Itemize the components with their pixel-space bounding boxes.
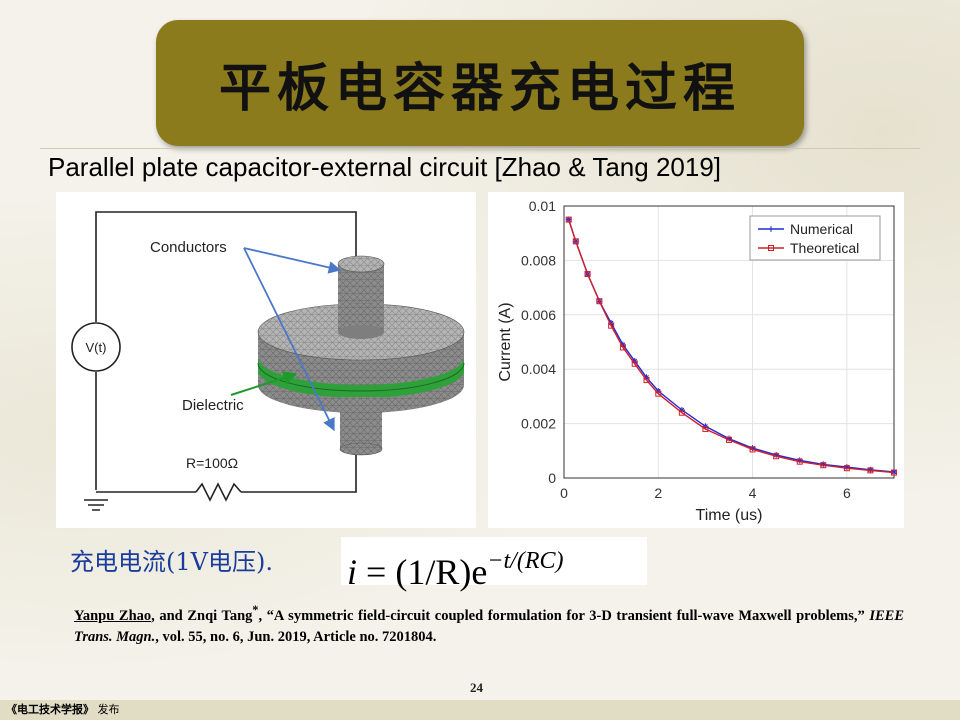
data-point-theoretical — [572, 238, 579, 245]
slide-title: 平板电容器充电过程 — [218, 57, 741, 119]
capacitor-diagram: V(t) R=100Ω Conductors — [71, 211, 465, 511]
data-point-theoretical — [631, 360, 638, 367]
y-tick-label: 0.006 — [521, 307, 556, 323]
footer-bar — [0, 700, 960, 720]
conductors-arrow-bottom — [243, 247, 335, 432]
y-tick-label: 0.008 — [521, 252, 556, 268]
series-line-theoretical — [568, 219, 895, 474]
x-tick-label: 0 — [560, 485, 568, 501]
data-point-theoretical — [726, 436, 732, 443]
y-axis-label: Current (A) — [497, 302, 514, 381]
data-point-theoretical — [867, 467, 874, 474]
reference-title: , “A symmetric field-circuit coupled for… — [258, 607, 865, 624]
reference-star: * — [252, 603, 259, 617]
data-point-numerical — [796, 457, 803, 464]
capacitor-diagram-panel: V(t) R=100Ω Conductors — [56, 192, 476, 528]
reference-citation: Yanpu Zhao, and Znqi Tang*, “A symmetric… — [74, 600, 904, 648]
page-number: 24 — [470, 680, 483, 695]
circuit-wires — [84, 211, 357, 511]
reference-author: Yanpu Zhao — [74, 607, 152, 624]
resistor — [195, 482, 242, 502]
x-tick-label: 2 — [654, 485, 662, 501]
upper-plate — [257, 303, 465, 385]
y-tick-label: 0 — [548, 470, 556, 486]
conductors-arrow-top — [243, 247, 342, 274]
dielectric-label: Dielectric — [182, 397, 244, 414]
dielectric-arrow — [230, 371, 298, 396]
footer-journal: 《电工技术学报》 — [6, 703, 94, 716]
y-tick-labels: 0 0.002 0.004 0.006 0.008 0.01 — [521, 198, 556, 486]
legend-label: Theoretical — [790, 240, 859, 256]
data-point-theoretical — [596, 298, 603, 305]
current-chart-panel: 0 0.002 0.004 0.006 0.008 0.01 0 2 4 6 Current (… — [488, 192, 904, 528]
current-formula: i = (1/R)e−t/(RC) — [341, 537, 647, 592]
voltage-source-label: V(t) — [86, 340, 107, 355]
data-point-theoretical — [843, 465, 850, 472]
data-point-theoretical — [891, 469, 897, 476]
chart-series — [565, 216, 897, 476]
data-point-theoretical — [608, 322, 615, 329]
data-point-theoretical — [584, 271, 591, 277]
data-point-theoretical — [565, 216, 572, 223]
formula-body: (1/R)e — [395, 552, 488, 592]
y-tick-label: 0.002 — [521, 416, 556, 432]
data-point-numerical — [726, 435, 732, 442]
chart-legend: Numerical Theoretical — [749, 215, 881, 261]
formula-lhs: i — [347, 552, 358, 592]
data-point-numerical — [749, 445, 756, 452]
x-tick-labels: 0 2 4 6 — [560, 485, 851, 501]
slide-subtitle: Parallel plate capacitor-external circui… — [48, 152, 722, 182]
x-tick-label: 4 — [749, 485, 757, 501]
x-axis-label: Time (us) — [696, 507, 763, 524]
data-point-theoretical — [643, 377, 650, 384]
formula-exponent: −t/(RC) — [487, 548, 564, 574]
reference-journal: IEEE Trans. Magn. — [74, 607, 904, 645]
title-divider — [40, 148, 920, 149]
data-point-theoretical — [702, 426, 709, 433]
resistor-label: R=100Ω — [186, 455, 238, 471]
data-point-numerical — [820, 461, 827, 468]
current-chart: 0 0.002 0.004 0.006 0.008 0.01 0 2 4 6 Current (… — [497, 198, 897, 524]
plot-frame — [563, 205, 895, 479]
legend-label: Numerical — [790, 221, 853, 237]
legend-marker-asterisk — [768, 226, 774, 232]
reference-coauthor: , and Znqi Tang — [151, 607, 253, 624]
y-tick-label: 0.01 — [529, 198, 556, 214]
data-point-numerical — [843, 464, 850, 471]
footer-text: 《电工技术学报》 发布 — [6, 701, 120, 717]
data-point-theoretical — [678, 409, 685, 416]
formula-equals: = — [366, 552, 387, 592]
bottom-conductor — [339, 397, 383, 456]
footer-action: 发布 — [97, 703, 120, 716]
data-point-theoretical — [619, 344, 626, 351]
data-point-theoretical — [773, 453, 780, 460]
legend-box — [749, 215, 881, 261]
conductors-label: Conductors — [150, 239, 227, 256]
charging-current-label: 充电电流(1V电压). — [70, 548, 273, 576]
y-tick-label: 0.004 — [521, 361, 556, 377]
voltage-source — [71, 322, 121, 372]
x-tick-label: 6 — [843, 485, 851, 501]
reference-details: , vol. 55, no. 6, Jun. 2019, Article no.… — [155, 628, 437, 645]
title-banner: 平板电容器充电过程 — [156, 20, 804, 146]
legend-marker-square — [768, 245, 774, 251]
data-point-theoretical — [655, 390, 662, 397]
data-point-numerical — [773, 451, 780, 458]
data-point-theoretical — [749, 446, 756, 453]
data-point-theoretical — [820, 462, 827, 469]
data-point-theoretical — [796, 458, 803, 465]
